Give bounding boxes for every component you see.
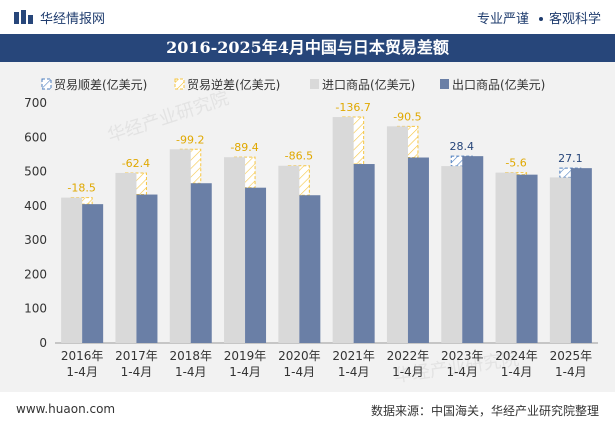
legend-label: 贸易逆差(亿美元) — [187, 77, 280, 92]
legend-swatch-import — [310, 79, 319, 89]
export-bar — [245, 187, 267, 343]
export-bar — [82, 204, 104, 343]
import-bar — [549, 177, 571, 343]
import-bar — [169, 149, 191, 343]
legend-label: 进口商品(亿美元) — [322, 77, 415, 92]
import-bar — [441, 166, 463, 343]
footer-source: 数据来源：中国海关，华经产业研究院整理 — [370, 404, 599, 418]
balance-data-label: -62.4 — [122, 157, 150, 170]
import-bar — [61, 197, 83, 343]
balance-data-label: -18.5 — [67, 182, 95, 195]
export-bar — [136, 194, 158, 343]
tag-professional: 专业严谨 — [476, 12, 529, 27]
import-bar — [278, 165, 300, 343]
y-tick-label: 700 — [24, 96, 47, 110]
x-tick-label: 2023年 — [441, 349, 484, 363]
x-tick-label: 1-4月 — [175, 365, 207, 379]
x-tick-label: 1-4月 — [121, 365, 153, 379]
legend-swatch-export — [440, 79, 449, 89]
x-tick-label: 1-4月 — [229, 365, 261, 379]
export-bar — [299, 195, 321, 343]
x-tick-label: 2016年 — [61, 349, 104, 363]
balance-data-label: 27.1 — [558, 152, 583, 165]
x-tick-label: 2020年 — [278, 349, 321, 363]
separator-dot-icon — [538, 16, 543, 21]
watermark-text: 华经产业研究院 — [105, 88, 231, 147]
x-tick-label: 1-4月 — [392, 365, 424, 379]
balance-data-label: -89.4 — [230, 141, 258, 154]
legend-label: 出口商品(亿美元) — [452, 77, 545, 92]
import-bar — [332, 117, 354, 343]
logo-icon — [14, 10, 33, 24]
balance-data-label: -90.5 — [393, 110, 421, 123]
x-tick-label: 2018年 — [169, 349, 212, 363]
export-bar — [353, 164, 375, 343]
legend-label: 贸易顺差(亿美元) — [54, 77, 147, 92]
balance-data-label: -86.5 — [285, 150, 313, 163]
legend-swatch-surplus — [41, 78, 52, 90]
x-tick-label: 2024年 — [495, 349, 538, 363]
x-tick-label: 1-4月 — [501, 365, 533, 379]
x-tick-label: 2021年 — [332, 349, 375, 363]
balance-data-label: -136.7 — [335, 101, 370, 114]
import-bar — [115, 172, 137, 343]
title-bar — [0, 34, 615, 62]
y-tick-label: 100 — [24, 302, 47, 316]
y-tick-label: 200 — [24, 267, 47, 281]
y-tick-label: 500 — [24, 165, 47, 179]
header-tags: 专业严谨 客观科学 — [477, 8, 601, 27]
export-bar — [570, 168, 592, 343]
footer-website: www.huaon.com — [16, 402, 116, 416]
brand-name: 华经情报网 — [40, 12, 106, 27]
footer — [0, 392, 615, 427]
x-tick-label: 1-4月 — [446, 365, 478, 379]
y-tick-label: 600 — [24, 130, 47, 144]
y-tick-label: 300 — [24, 233, 47, 247]
import-bar — [386, 126, 408, 343]
x-tick-label: 1-4月 — [555, 365, 587, 379]
export-bar — [516, 174, 538, 343]
balance-data-label: 28.4 — [450, 140, 475, 153]
balance-data-label: -99.2 — [176, 133, 204, 146]
import-bar — [495, 172, 517, 343]
export-bar — [462, 156, 484, 343]
x-tick-label: 1-4月 — [66, 365, 98, 379]
x-tick-label: 2019年 — [224, 349, 267, 363]
legend-swatch-deficit — [174, 78, 185, 90]
y-tick-label: 400 — [24, 199, 47, 213]
x-tick-label: 2017年 — [115, 349, 158, 363]
chart-title: 2016-2025年4月中国与日本贸易差额 — [166, 38, 449, 57]
x-tick-label: 2022年 — [387, 349, 430, 363]
export-bar — [407, 157, 429, 343]
x-tick-label: 1-4月 — [284, 365, 316, 379]
export-bar — [190, 183, 212, 343]
balance-data-label: -5.6 — [505, 157, 526, 170]
import-bar — [224, 157, 246, 343]
top-bar: 华经情报网 专业严谨 客观科学 — [0, 0, 615, 34]
tag-objective: 客观科学 — [548, 12, 601, 27]
x-tick-label: 1-4月 — [338, 365, 370, 379]
y-tick-label: 0 — [39, 336, 47, 350]
x-tick-label: 2025年 — [550, 349, 593, 363]
